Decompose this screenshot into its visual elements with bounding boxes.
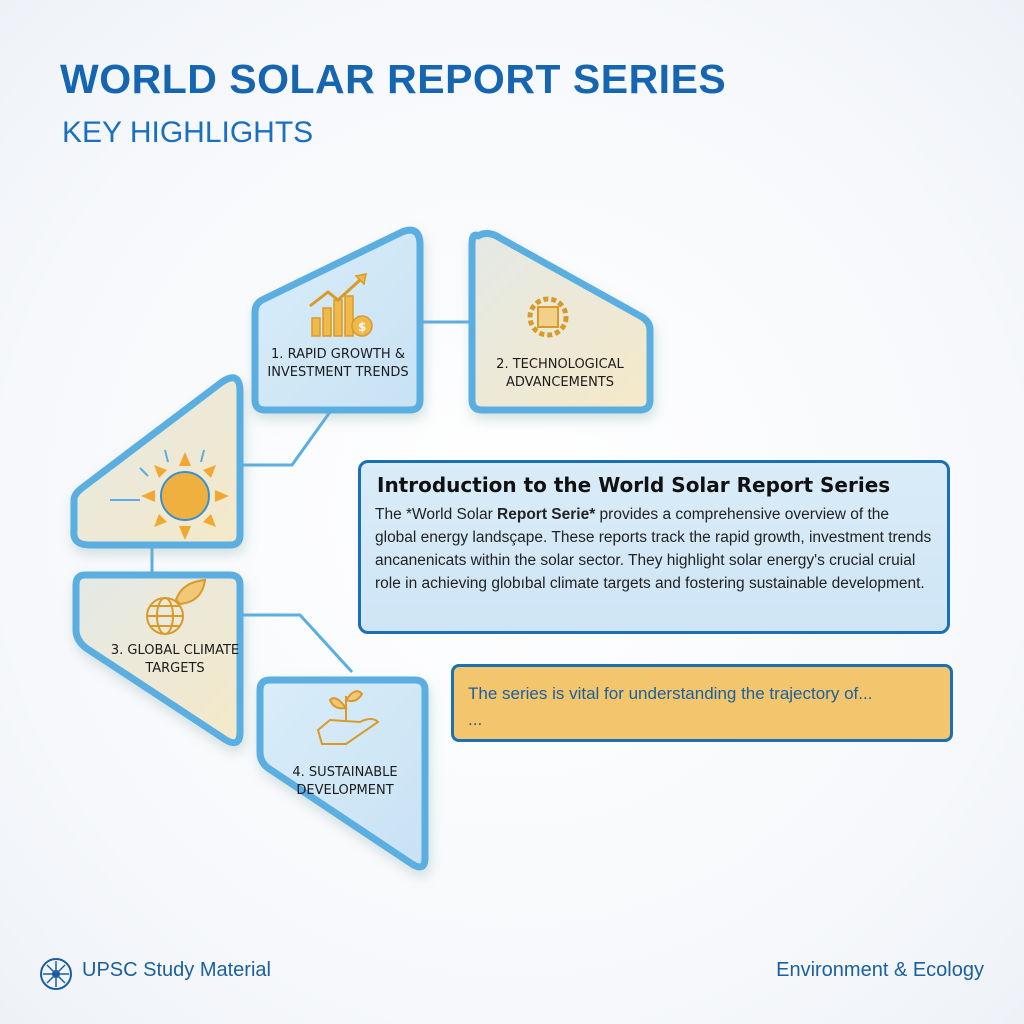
emblem-logo-icon	[40, 958, 72, 990]
connectors	[150, 320, 472, 674]
intro-title: Introduction to the World Solar Report S…	[377, 473, 891, 497]
growth-chart-dollar-icon: $	[309, 273, 373, 337]
page-subtitle: KEY HIGHLIGHTS	[62, 116, 314, 149]
intro-panel: Introduction to the World Solar Report S…	[358, 460, 950, 634]
chip-gear-icon	[527, 296, 569, 338]
note-panel: The series is vital for understanding th…	[451, 664, 953, 742]
footer-left: UPSC Study Material	[82, 959, 271, 981]
intro-body: The *World Solar Report Serie* provides …	[375, 503, 933, 595]
intro-body-bold: Report Serie*	[497, 506, 596, 523]
highlight-label-3: 3. GLOBAL CLIMATE TARGETS	[110, 643, 240, 676]
highlight-label-2: 2. TECHNOLOGICAL ADVANCEMENTS	[496, 357, 624, 390]
intro-body-text-rest: provides a comprehensive overview of the…	[375, 506, 932, 592]
svg-text:$: $	[358, 320, 366, 334]
intro-body-text: The *World Solar	[375, 506, 498, 523]
hand-sprout-icon	[316, 690, 380, 745]
page-title: WORLD SOLAR REPORT SERIES	[60, 56, 727, 102]
note-text: The series is vital for understanding th…	[468, 684, 873, 703]
footer-right: Environment & Ecology	[776, 959, 984, 981]
highlight-card-4[interactable]	[256, 676, 429, 871]
sun-icon	[110, 449, 229, 540]
note-continuation: ...	[468, 710, 483, 729]
globe-leaf-icon	[146, 578, 207, 635]
highlight-card-2[interactable]	[468, 229, 654, 414]
highlight-label-4: 4. SUSTAINABLE DEVELOPMENT	[292, 765, 398, 798]
highlight-card-3[interactable]	[72, 571, 244, 747]
highlight-label-1: 1. RAPID GROWTH & INVESTMENT TRENDS	[267, 347, 409, 380]
